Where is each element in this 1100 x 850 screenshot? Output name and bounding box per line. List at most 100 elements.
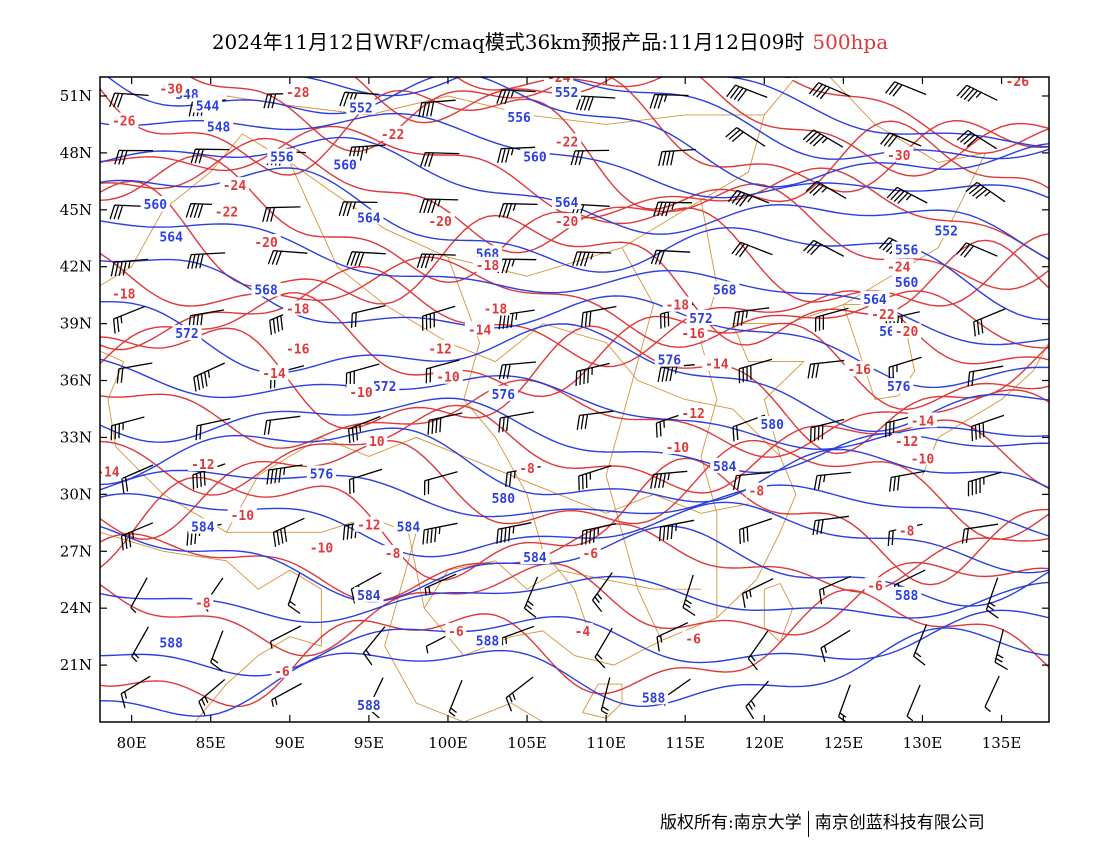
temp-label-bg <box>346 383 376 399</box>
height-label: 560 <box>895 276 919 291</box>
wind-barb <box>807 359 845 379</box>
border-line <box>605 247 662 641</box>
border-line <box>289 162 781 457</box>
wind-barb <box>195 417 231 441</box>
wind-barb <box>419 198 459 214</box>
temp-label: -16 <box>681 327 705 342</box>
temp-label: -18 <box>484 302 508 317</box>
height-label-bg <box>504 108 534 124</box>
temp-label-bg <box>251 234 281 250</box>
wind-barb <box>498 202 538 218</box>
wind-barb <box>198 679 226 716</box>
contour-line <box>100 492 1049 574</box>
temp-label: -24 <box>223 179 247 194</box>
temp-label: -26 <box>112 115 136 130</box>
wind-barb <box>422 522 458 545</box>
temp-label-bg <box>283 340 313 356</box>
height-label-bg <box>472 632 503 648</box>
wind-barb <box>967 471 1002 497</box>
contour-line <box>100 609 1049 677</box>
temp-label: -6 <box>685 633 701 648</box>
wind-barb <box>576 410 614 430</box>
contour-line <box>100 561 1049 657</box>
height-label: 580 <box>492 492 516 507</box>
wind-barb <box>423 471 458 496</box>
border-line <box>100 531 322 722</box>
x-tick-label: 135E <box>982 734 1022 752</box>
wind-barb <box>994 629 1008 671</box>
contour-labels: 5485445485525525565565605605605645645645… <box>100 71 1032 714</box>
x-tick-label: 130E <box>903 734 943 752</box>
temp-label-bg <box>445 622 467 638</box>
wind-barb <box>347 144 386 162</box>
wind-barb <box>350 304 386 328</box>
y-tick-label: 42N <box>60 258 92 276</box>
y-tick-label: 39N <box>60 315 92 333</box>
contour-line <box>100 301 1049 433</box>
height-label: 568 <box>254 283 278 298</box>
wind-barb <box>109 92 149 108</box>
temp-label-bg <box>480 300 511 316</box>
x-tick-label: 100E <box>428 734 468 752</box>
wind-barb <box>185 202 225 219</box>
temp-label-bg <box>109 285 139 301</box>
x-tick-label: 85E <box>196 734 226 752</box>
wind-barb <box>496 89 536 105</box>
temp-label-bg <box>579 545 601 561</box>
title-main: 2024年11月12日WRF/cmaq模式36km预报产品:11月12日09时 <box>211 30 805 54</box>
temp-label-bg <box>516 459 538 475</box>
height-label-bg <box>710 457 740 473</box>
contour-line <box>100 220 1049 346</box>
height-label-bg <box>393 518 424 534</box>
temp-label-bg <box>844 361 874 377</box>
temp-label: -16 <box>286 342 310 357</box>
temp-label-bg <box>382 545 404 561</box>
height-label: 572 <box>175 327 198 342</box>
height-label-bg <box>931 222 961 238</box>
x-tick-label: 120E <box>745 734 785 752</box>
y-tick-label: 21N <box>60 656 92 674</box>
temp-label: -10 <box>310 541 334 556</box>
wind-barb <box>339 91 379 108</box>
wind-barb <box>818 575 851 605</box>
height-label: 560 <box>144 198 168 213</box>
wind-barb <box>956 242 998 258</box>
wind-barb <box>190 148 230 164</box>
height-label: 580 <box>760 418 784 433</box>
border-line <box>226 95 765 125</box>
contour-line <box>100 457 1049 586</box>
wind-barb <box>267 249 308 266</box>
temp-label: -24 <box>547 71 571 86</box>
temp-label: -8 <box>519 462 535 477</box>
height-label-bg <box>757 416 787 432</box>
temp-label: -20 <box>895 325 919 340</box>
x-tick-label: 80E <box>117 734 147 752</box>
temp-label: -10 <box>231 509 255 524</box>
temp-label-bg <box>682 630 704 646</box>
height-label-bg <box>172 325 202 341</box>
wind-barb <box>272 517 305 547</box>
height-label-bg <box>354 209 384 225</box>
wind-barb <box>820 629 851 663</box>
wind-barb <box>187 252 226 269</box>
temp-label-bg <box>306 539 337 555</box>
wind-barb <box>114 149 154 165</box>
temp-label-bg <box>283 84 313 100</box>
wind-barb <box>269 625 302 649</box>
height-label-bg <box>306 465 337 481</box>
wind-barb <box>188 309 225 331</box>
height-label: 552 <box>555 86 578 101</box>
height-label: 564 <box>555 196 579 211</box>
wind-barb <box>427 412 463 435</box>
temp-label-bg <box>259 364 289 380</box>
wind-barb <box>523 576 539 618</box>
temp-label-bg <box>271 662 293 678</box>
height-label: 552 <box>934 225 957 240</box>
wind-barb <box>594 627 613 669</box>
height-label-bg <box>488 385 518 401</box>
wind-barb <box>131 626 149 663</box>
temp-label: -14 <box>911 414 935 429</box>
height-label-bg <box>140 196 170 212</box>
temp-label-bg <box>884 258 914 274</box>
